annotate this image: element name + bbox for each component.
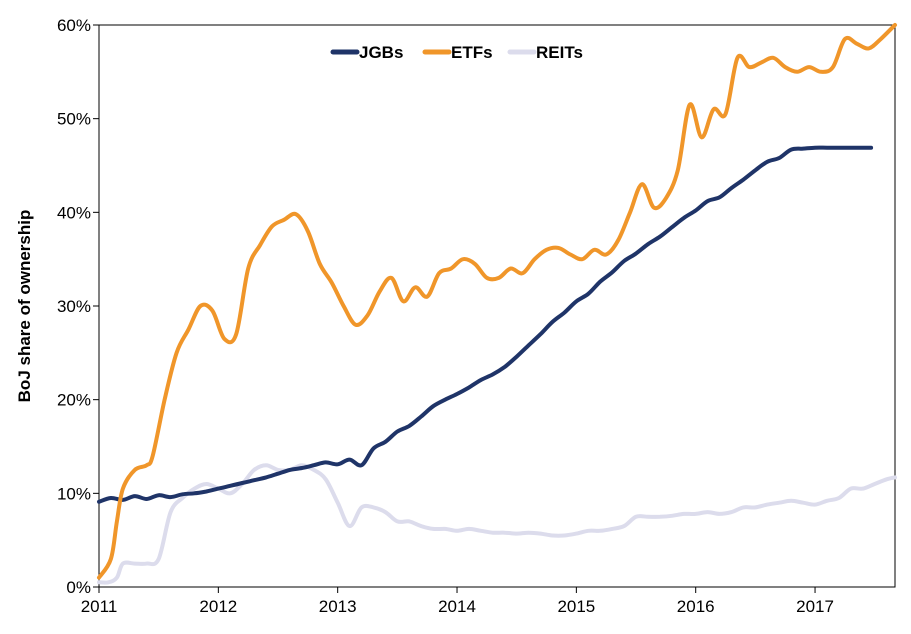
x-tick-label: 2015 (557, 597, 595, 616)
legend-label-jgbs: JGBs (359, 43, 403, 62)
x-axis: 2011 2012 2013 2014 2015 2016 2017 (81, 587, 834, 616)
y-tick-label: 30% (57, 297, 91, 316)
y-tick-label: 0% (66, 578, 91, 597)
legend: JGBs ETFs REITs (330, 43, 583, 62)
x-tick-label: 2013 (319, 597, 357, 616)
legend-label-etfs: ETFs (451, 43, 493, 62)
series-line-etfs (97, 23, 897, 580)
y-tick-label: 50% (57, 110, 91, 129)
y-tick-label: 40% (57, 203, 91, 222)
series-line-reits (97, 463, 897, 585)
x-tick-label: 2012 (199, 597, 237, 616)
y-axis-title: BoJ share of ownership (15, 210, 34, 403)
y-axis: 0% 10% 20% 30% 40% 50% 60% (57, 16, 99, 597)
series-line-jgbs (97, 145, 874, 504)
x-tick-label: 2011 (81, 597, 118, 616)
x-tick-label: 2016 (677, 597, 715, 616)
x-tick-label: 2017 (796, 597, 834, 616)
y-tick-label: 10% (57, 484, 91, 503)
y-tick-label: 20% (57, 391, 91, 410)
series-group (97, 23, 897, 585)
legend-label-reits: REITs (536, 43, 583, 62)
y-tick-label: 60% (57, 16, 91, 35)
x-tick-label: 2014 (438, 597, 476, 616)
